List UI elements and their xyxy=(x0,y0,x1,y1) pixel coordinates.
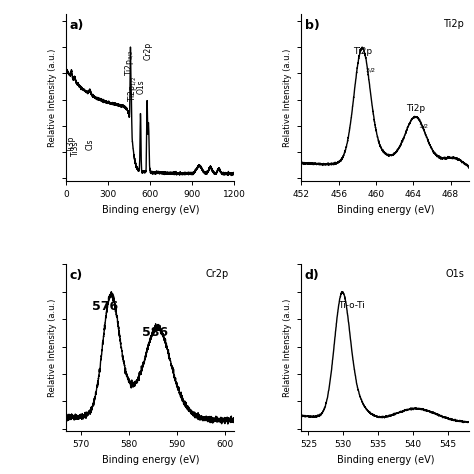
Text: Cr2p: Cr2p xyxy=(143,42,152,60)
Text: c): c) xyxy=(70,270,83,283)
X-axis label: Binding energy (eV): Binding energy (eV) xyxy=(337,455,434,465)
Text: Ti2p: Ti2p xyxy=(406,104,425,113)
X-axis label: Binding energy (eV): Binding energy (eV) xyxy=(101,205,199,215)
Text: $_{1/2}$: $_{1/2}$ xyxy=(418,123,429,132)
Y-axis label: Relative Intensity (a.u.): Relative Intensity (a.u.) xyxy=(283,48,292,147)
Text: Cls: Cls xyxy=(85,138,94,149)
Text: Cr2p: Cr2p xyxy=(206,270,229,280)
X-axis label: Binding energy (eV): Binding energy (eV) xyxy=(337,205,434,215)
Text: Ti2p: Ti2p xyxy=(443,19,464,29)
X-axis label: Binding energy (eV): Binding energy (eV) xyxy=(101,455,199,465)
Y-axis label: Relative Intensity (a.u.): Relative Intensity (a.u.) xyxy=(283,299,292,397)
Text: $_{3/2}$: $_{3/2}$ xyxy=(365,67,376,76)
Text: Ti2p$_{3/2}$: Ti2p$_{3/2}$ xyxy=(124,49,137,76)
Y-axis label: Relative Intensity (a.u.): Relative Intensity (a.u.) xyxy=(48,48,56,147)
Text: 586: 586 xyxy=(142,326,168,338)
Text: a): a) xyxy=(70,19,84,32)
Text: Ti3s: Ti3s xyxy=(71,141,80,156)
Text: O1s: O1s xyxy=(446,270,464,280)
Text: Ti2p$_{1/2}$: Ti2p$_{1/2}$ xyxy=(126,76,138,102)
Text: Ti2p: Ti2p xyxy=(353,47,372,56)
Text: Ti3p: Ti3p xyxy=(67,136,76,152)
Text: 576: 576 xyxy=(91,300,118,313)
Text: O1s: O1s xyxy=(137,80,146,94)
Y-axis label: Relative Intensity (a.u.): Relative Intensity (a.u.) xyxy=(48,299,56,397)
Text: b): b) xyxy=(305,19,319,32)
Text: d): d) xyxy=(305,270,319,283)
Text: Ti-o-Ti: Ti-o-Ti xyxy=(338,301,365,310)
